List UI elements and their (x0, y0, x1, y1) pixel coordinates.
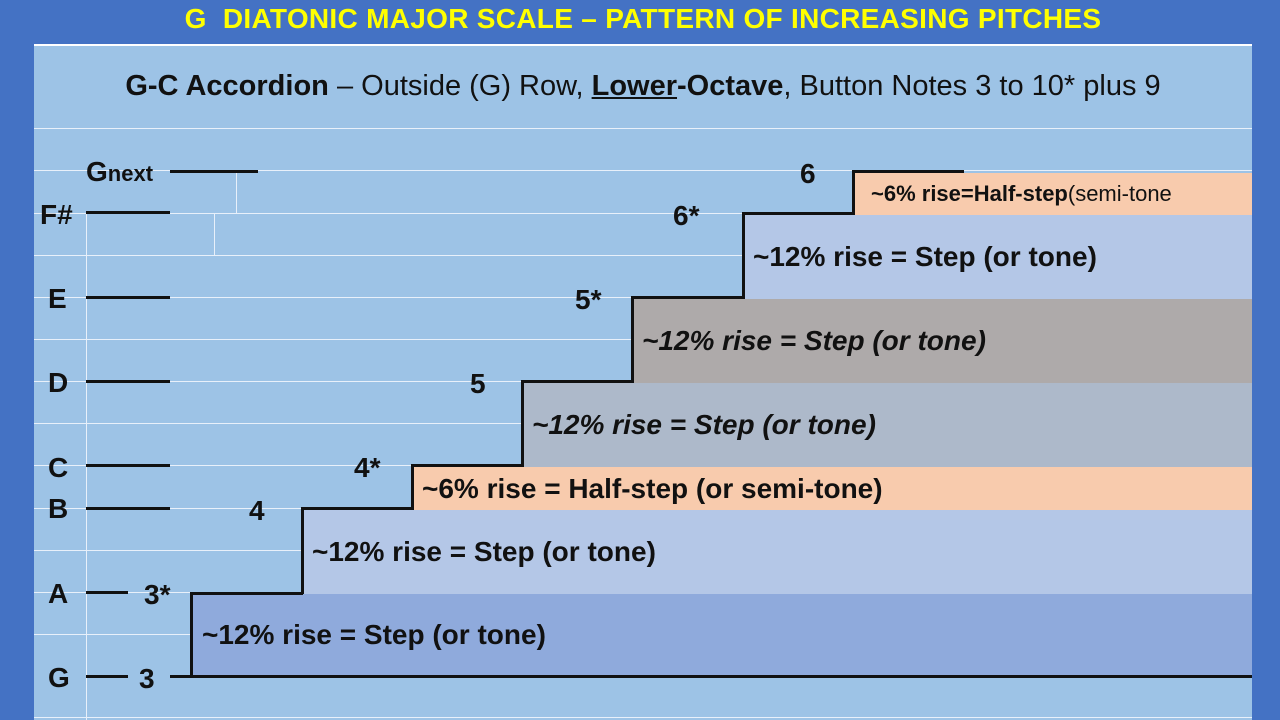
gridline (34, 255, 1252, 256)
interval-label-fs-g-note: (semi-tone (1067, 181, 1172, 206)
interval-label-e-fs: ~12% rise = Step (or tone) (753, 241, 1097, 272)
note-tick-b (86, 507, 170, 510)
note-label-g-next-letter: G (86, 156, 108, 187)
step-riser (521, 381, 524, 467)
note-label-g-next: Gnext (86, 156, 153, 188)
interval-label-b-c: ~6% rise = Half-step (or semi-tone) (422, 472, 883, 504)
vertical-guide (214, 213, 215, 255)
button-note-3-star: 3* (144, 579, 171, 610)
note-tick-e (86, 296, 170, 299)
note-tick-g-next (170, 170, 258, 173)
note-label-g-next-suffix: next (107, 161, 154, 186)
gridline (34, 213, 1252, 214)
note-label-d: D (48, 367, 69, 398)
note-tick-d (86, 380, 170, 383)
button-note-4: 4 (249, 495, 265, 526)
button-note-4-star: 4* (354, 452, 381, 483)
note-label-g: G (48, 662, 70, 693)
step-riser (411, 465, 414, 510)
interval-band-a-b: ~12% rise = Step (or tone) (302, 510, 1252, 594)
note-tick-a (86, 591, 128, 594)
button-note-3: 3 (139, 663, 155, 694)
subtitle-button-range: , Button Notes 3 to 10* plus 9 (783, 70, 1161, 102)
vertical-guide (236, 172, 237, 213)
button-note-5-star: 5* (575, 284, 602, 315)
note-label-b: B (48, 493, 69, 524)
button-note-5: 5 (470, 368, 486, 399)
interval-band-c-d: ~12% rise = Step (or tone) (522, 383, 1252, 467)
interval-label-d-e: ~12% rise = Step (or tone) (642, 325, 986, 356)
step-riser (631, 297, 634, 383)
step-tread (742, 212, 855, 215)
note-tick-f-sharp (86, 211, 170, 214)
interval-band-e-fs: ~12% rise = Step (or tone) (743, 215, 1252, 299)
note-label-e: E (48, 283, 67, 314)
step-tread (631, 296, 745, 299)
gridline (34, 170, 1252, 171)
slide-title: G DIATONIC MAJOR SCALE – PATTERN OF INCR… (184, 3, 1102, 34)
note-tick-g (86, 675, 128, 678)
title-bar: G DIATONIC MAJOR SCALE – PATTERN OF INCR… (34, 0, 1252, 46)
button-note-6: 6 (800, 158, 816, 189)
step-riser (190, 592, 193, 678)
note-label-a: A (48, 578, 69, 609)
interval-label-g-a: ~12% rise = Step (or tone) (202, 619, 546, 650)
interval-label-a-b: ~12% rise = Step (or tone) (312, 536, 656, 567)
step-tread (411, 464, 524, 467)
slide-subtitle: G-C Accordion – Outside (G) Row, Lower-O… (34, 70, 1252, 103)
subtitle-octave-lower: Lower (591, 70, 678, 102)
step-riser (852, 171, 855, 215)
interval-band-b-c: ~6% rise = Half-step (or semi-tone) (412, 467, 1252, 510)
step-tread (190, 592, 303, 595)
note-tick-c (86, 464, 170, 467)
step-riser (742, 213, 745, 299)
gridline (34, 717, 1252, 718)
note-label-f-sharp: F# (40, 199, 73, 230)
interval-label-c-d: ~12% rise = Step (or tone) (532, 409, 876, 440)
interval-band-g-a: ~12% rise = Step (or tone) (192, 594, 1252, 676)
gridline (34, 128, 1252, 129)
interval-band-fs-g: ~6% rise=Half-step (semi-tone (853, 173, 1252, 215)
subtitle-octave-suffix: -Octave (677, 70, 784, 102)
subtitle-instrument: G-C Accordion (125, 70, 329, 102)
interval-band-d-e: ~12% rise = Step (or tone) (632, 299, 1252, 383)
step-tread (521, 380, 634, 383)
step-tread (852, 170, 964, 173)
step-riser (301, 508, 304, 594)
subtitle-row-text: – Outside (G) Row, (328, 70, 584, 102)
button-note-6-star: 6* (673, 200, 700, 231)
interval-label-fs-g: ~6% rise=Half-step (871, 181, 1068, 206)
note-label-c: C (48, 452, 69, 483)
step-tread (301, 507, 414, 510)
baseline-g (170, 675, 1252, 678)
